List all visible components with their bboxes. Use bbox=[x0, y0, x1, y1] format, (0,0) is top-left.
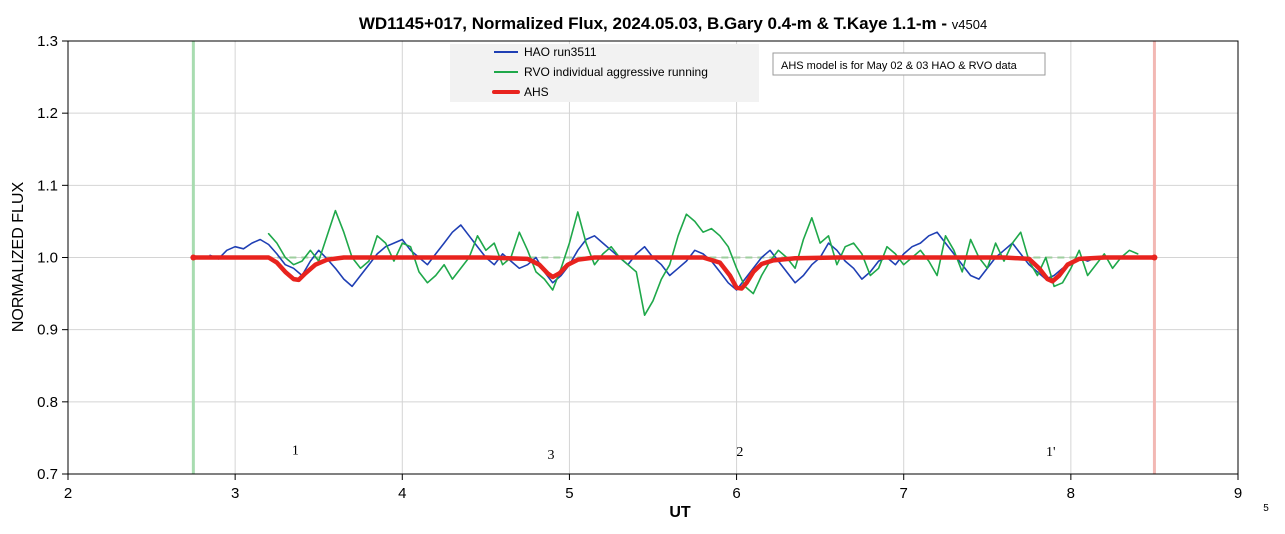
y-tick-label: 1.0 bbox=[37, 250, 58, 267]
event-label: 2 bbox=[736, 445, 743, 460]
x-tick-label: 6 bbox=[732, 485, 740, 502]
x-tick-label: 5 bbox=[565, 485, 573, 502]
y-tick-label: 0.8 bbox=[37, 394, 58, 411]
y-tick-label: 1.2 bbox=[37, 105, 58, 122]
legend-label-hao: HAO run3511 bbox=[524, 45, 597, 59]
chart-title: WD1145+017, Normalized Flux, 2024.05.03,… bbox=[359, 14, 987, 33]
y-tick-label: 0.9 bbox=[37, 322, 58, 339]
legend-label-rvo: RVO individual aggressive running bbox=[524, 65, 708, 79]
y-tick-label: 0.7 bbox=[37, 466, 58, 483]
event-annotations: 1 3 2 1' bbox=[292, 444, 1056, 463]
tick-labels: 2 3 4 5 6 7 8 9 0.7 0.8 0.9 1.0 1.1 1.2 1.3 bbox=[37, 33, 1242, 502]
model-note: AHS model is for May 02 & 03 HAO & RVO d… bbox=[772, 52, 1046, 76]
legend-label-ahs: AHS bbox=[524, 85, 549, 99]
x-tick-label: 2 bbox=[64, 485, 72, 502]
ahs-endpoint-marker bbox=[190, 254, 197, 261]
tick-marks bbox=[62, 40, 1239, 480]
chart-title-main: WD1145+017, Normalized Flux, 2024.05.03,… bbox=[359, 14, 952, 33]
corner-page-number: 5 bbox=[1263, 503, 1269, 514]
x-tick-label: 7 bbox=[900, 485, 908, 502]
legend: HAO run3511 RVO individual aggressive ru… bbox=[450, 44, 759, 102]
y-axis-title: NORMALIZED FLUX bbox=[10, 182, 27, 333]
model-note-text: AHS model is for May 02 & 03 HAO & RVO d… bbox=[781, 60, 1018, 72]
x-axis-title: UT bbox=[669, 504, 691, 521]
x-tick-label: 3 bbox=[231, 485, 239, 502]
ahs-endpoint-marker bbox=[1151, 254, 1158, 261]
x-tick-label: 8 bbox=[1067, 485, 1075, 502]
x-tick-label: 9 bbox=[1234, 485, 1242, 502]
event-label: 1' bbox=[1046, 445, 1056, 460]
x-tick-label: 4 bbox=[398, 485, 406, 502]
series-group bbox=[190, 209, 1158, 317]
event-label: 3 bbox=[548, 448, 555, 463]
model-note-box bbox=[772, 52, 1046, 76]
ahs-model-line bbox=[191, 255, 1157, 291]
y-tick-label: 1.1 bbox=[37, 177, 58, 194]
event-label: 1 bbox=[292, 444, 299, 459]
rvo-series-line bbox=[267, 209, 1139, 317]
y-tick-label: 1.3 bbox=[37, 33, 58, 50]
chart-title-version: v4504 bbox=[952, 17, 987, 32]
